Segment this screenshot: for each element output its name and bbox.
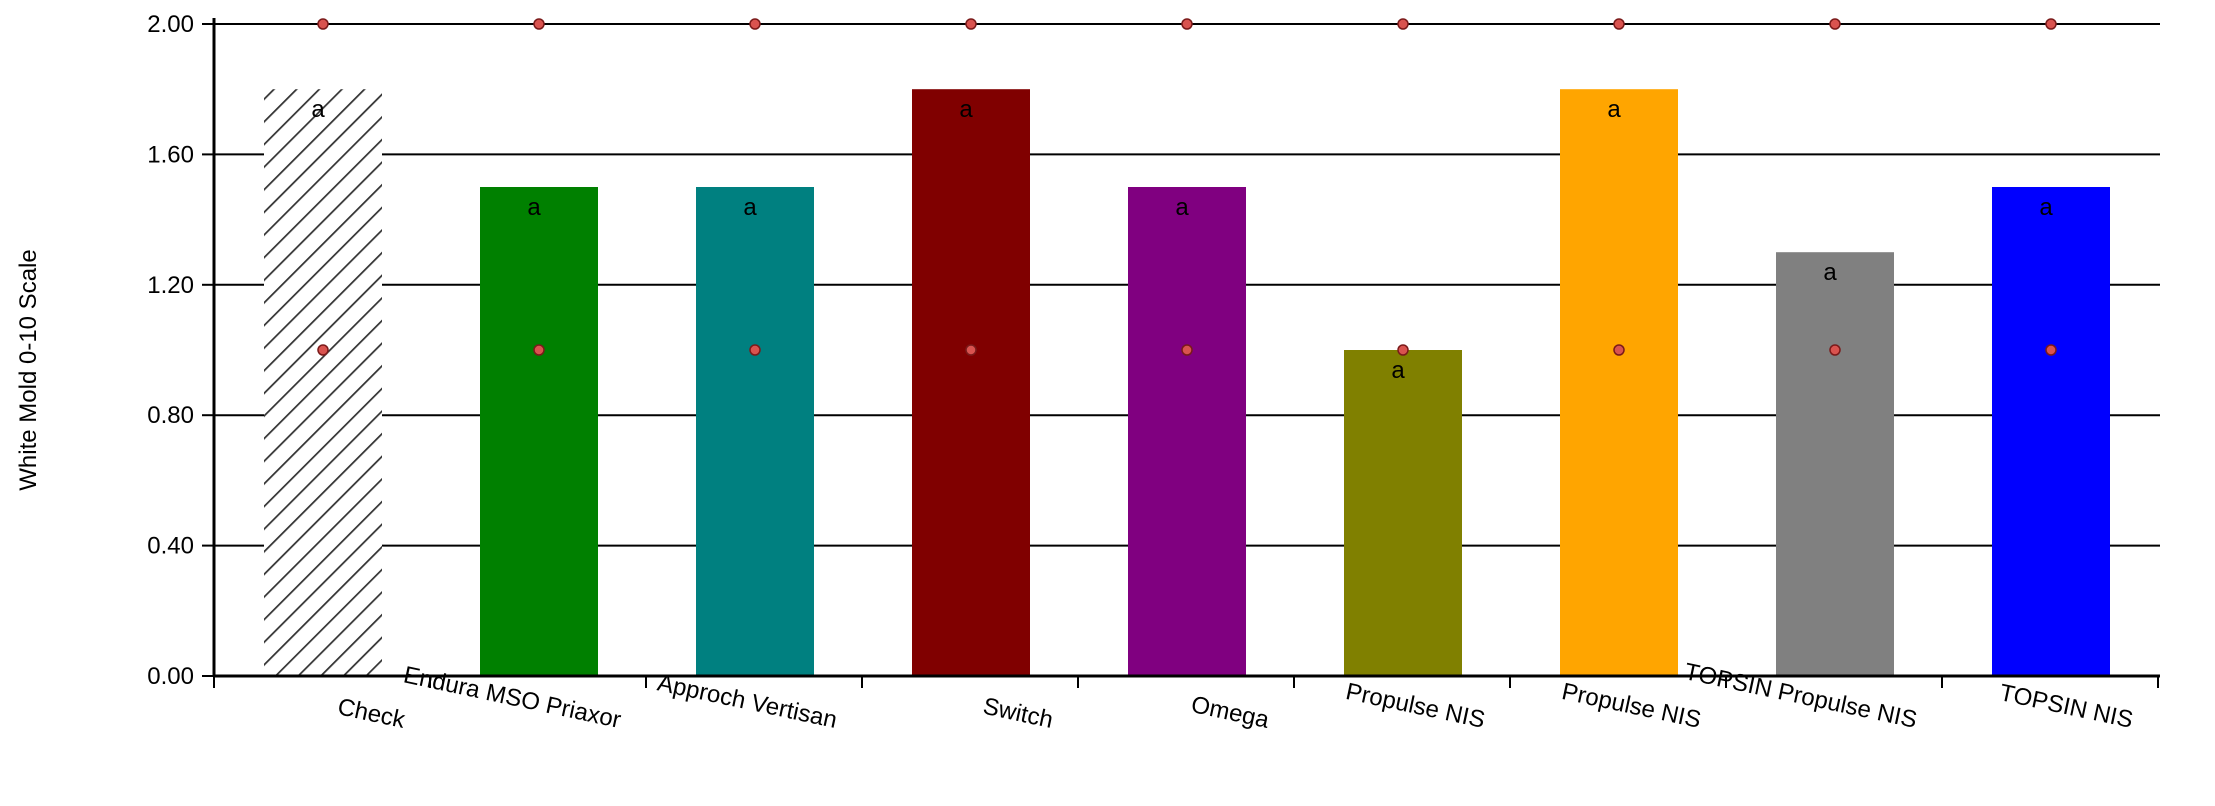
marker-high: [965, 18, 977, 30]
marker-high: [1397, 18, 1409, 30]
bar-letter-label: a: [1391, 357, 1405, 384]
x-category-label: Approch Vertisan: [655, 669, 839, 733]
x-category-label: Check: [335, 693, 408, 734]
bar-letter-label: a: [527, 194, 541, 221]
x-category-label: Switch: [981, 693, 1056, 734]
axes: [202, 18, 2160, 688]
marker-low: [1397, 344, 1409, 356]
bars: [264, 89, 2110, 676]
marker-low: [1613, 344, 1625, 356]
y-axis-label: White Mold 0-10 Scale: [15, 249, 42, 490]
marker-high: [749, 18, 761, 30]
bar-letter-label: a: [1823, 259, 1837, 286]
bar-letter-label: a: [1175, 194, 1189, 221]
bar: [912, 89, 1030, 676]
bar-letter-label: a: [959, 96, 973, 123]
bar: [1128, 187, 1246, 676]
marker-high: [317, 18, 329, 30]
x-category-label: Propulse NIS: [1559, 678, 1703, 734]
marker-low: [1829, 344, 1841, 356]
y-tick-label: 0.80: [147, 402, 194, 429]
marker-high: [1829, 18, 1841, 30]
bar: [264, 89, 382, 676]
bar-letter-label: a: [2039, 194, 2053, 221]
bar-letter-label: a: [1607, 96, 1621, 123]
bar: [696, 187, 814, 676]
marker-low: [533, 344, 545, 356]
y-tick-label: 1.60: [147, 141, 194, 168]
y-tick-label: 1.20: [147, 272, 194, 299]
marker-low: [749, 344, 761, 356]
x-category-label: TOPSIN NIS: [1997, 679, 2135, 734]
x-category-label: Omega: [1189, 691, 1272, 734]
bar: [1560, 89, 1678, 676]
y-tick-label: 0.40: [147, 533, 194, 560]
bar: [1992, 187, 2110, 676]
marker-low: [965, 344, 977, 356]
bar: [1776, 252, 1894, 676]
marker-high: [1613, 18, 1625, 30]
marker-low: [2045, 344, 2057, 356]
markers: [317, 18, 2057, 356]
marker-high: [2045, 18, 2057, 30]
y-tick-label: 0.00: [147, 663, 194, 690]
bar: [1344, 350, 1462, 676]
bar-letter-label: a: [311, 96, 325, 123]
y-tick-label: 2.00: [147, 11, 194, 38]
marker-high: [1181, 18, 1193, 30]
marker-high: [533, 18, 545, 30]
marker-low: [1181, 344, 1193, 356]
marker-low: [317, 344, 329, 356]
x-category-label: Propulse NIS: [1343, 678, 1487, 734]
bar: [480, 187, 598, 676]
bar-letter-label: a: [743, 194, 757, 221]
